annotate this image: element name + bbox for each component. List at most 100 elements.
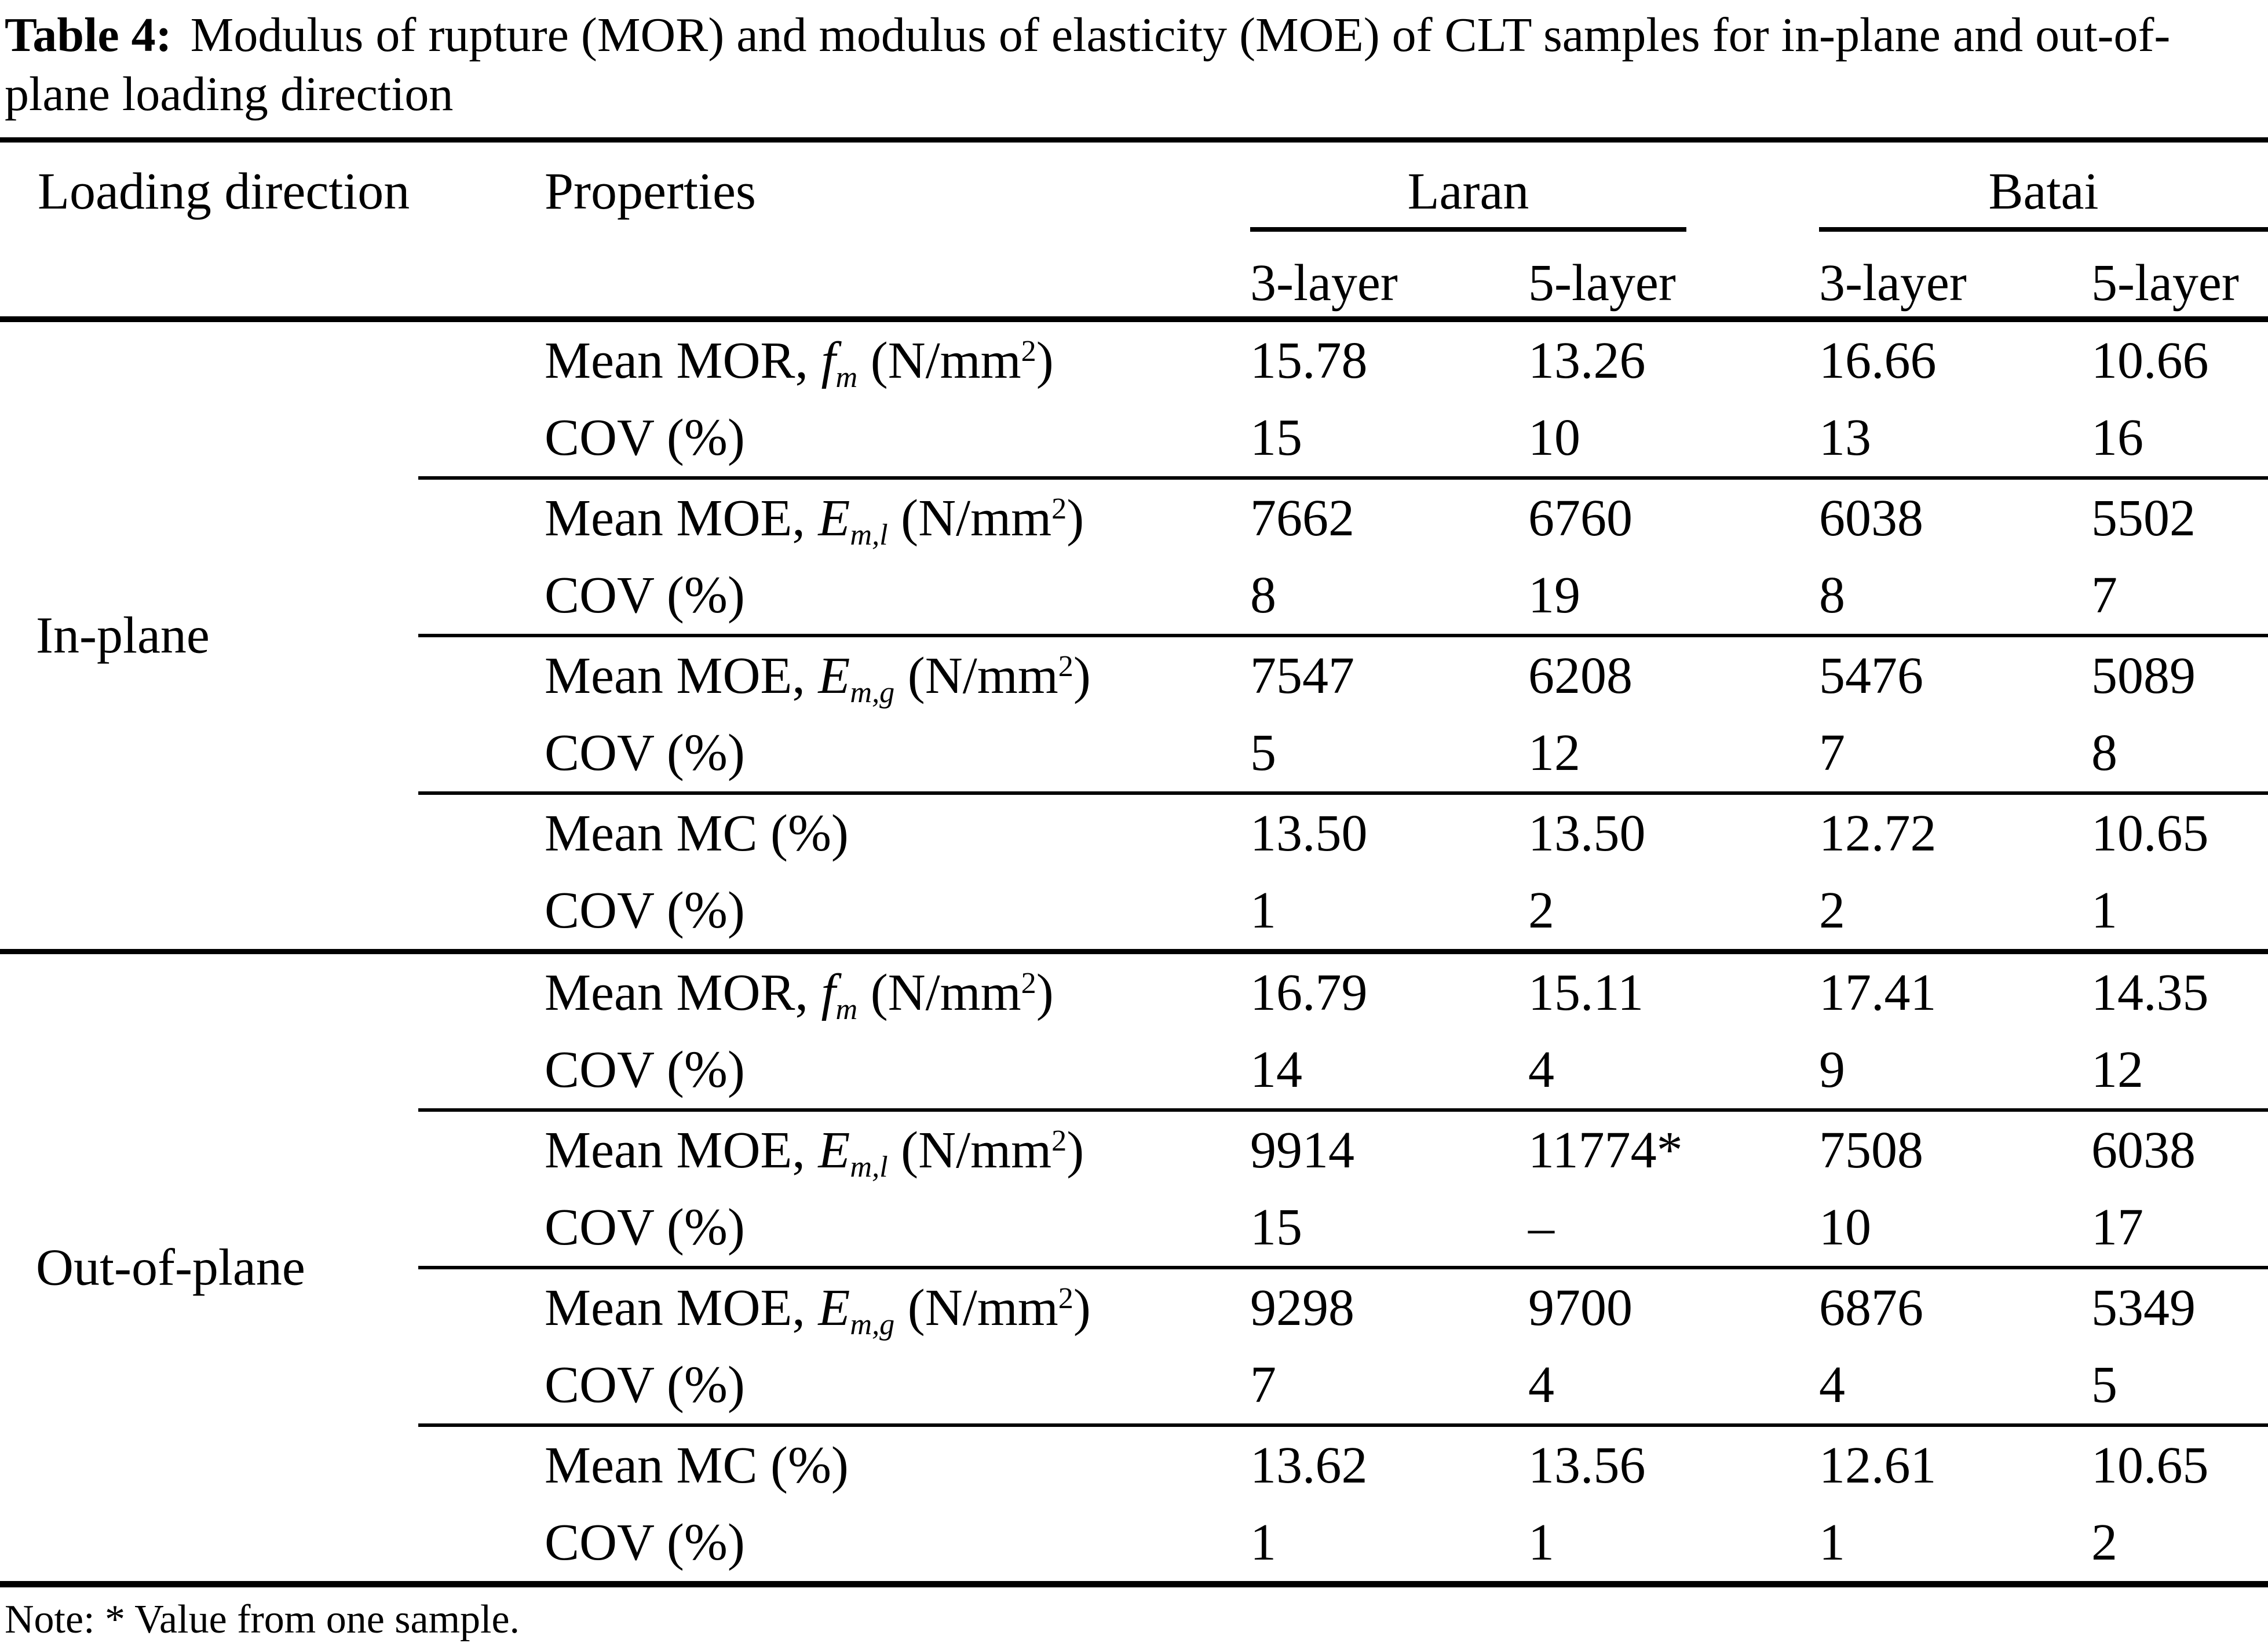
value-cell: 16.79 bbox=[1250, 963, 1368, 1021]
value-cell: 17.41 bbox=[1819, 963, 1937, 1021]
value-cell: 2 bbox=[1528, 881, 1554, 939]
section-in-plane: In-plane Mean MOR, fm (N/mm2) 15.78 13.2… bbox=[0, 322, 2268, 949]
value-cell: 6038 bbox=[1819, 489, 1923, 547]
property-label: Mean MOE, bbox=[545, 1121, 819, 1179]
value-cell: 5476 bbox=[1819, 647, 1923, 704]
layer-header: 3-layer bbox=[1819, 254, 1967, 312]
value-cell: 8 bbox=[1250, 566, 1276, 624]
value-cell: 1 bbox=[1250, 1513, 1276, 1571]
layer-header: 5-layer bbox=[2091, 254, 2239, 312]
property-symbol: E bbox=[818, 647, 850, 704]
value-cell: 15.78 bbox=[1250, 331, 1368, 389]
value-cell: 7 bbox=[1819, 724, 1845, 782]
table-row: COV (%) 14 4 9 12 bbox=[0, 1031, 2268, 1108]
property-label: COV (%) bbox=[545, 1040, 745, 1098]
header-row-groups: Loading direction Properties Laran Batai bbox=[0, 143, 2268, 232]
value-cell: 12 bbox=[1528, 724, 1580, 782]
value-cell: 7662 bbox=[1250, 489, 1354, 547]
property-cell: Mean MOE, Em,l (N/mm2) bbox=[418, 488, 1250, 552]
property-unit-open: (N/mm bbox=[857, 331, 1021, 389]
value-cell: 13.50 bbox=[1528, 804, 1646, 862]
table-row: Mean MC (%) 13.62 13.56 12.61 10.65 bbox=[0, 1427, 2268, 1504]
group-header-laran: Laran bbox=[1250, 143, 1686, 232]
table-row: COV (%) 1 1 1 2 bbox=[0, 1504, 2268, 1581]
property-subscript: m,l bbox=[850, 517, 888, 552]
property-unit-open: (N/mm bbox=[894, 1279, 1058, 1337]
table-caption-text: Modulus of rupture (MOR) and modulus of … bbox=[5, 8, 2171, 122]
property-label: Mean MOE, bbox=[545, 489, 819, 547]
value-cell: 5502 bbox=[2091, 489, 2196, 547]
property-cell: COV (%) bbox=[418, 881, 1250, 940]
property-label: COV (%) bbox=[545, 881, 745, 939]
value-cell: 5 bbox=[2091, 1356, 2117, 1414]
table-caption-label: Table 4: bbox=[5, 8, 172, 62]
value-cell: 17 bbox=[2091, 1198, 2143, 1256]
value-cell: 12 bbox=[2091, 1040, 2143, 1098]
property-superscript: 2 bbox=[1021, 334, 1036, 368]
property-cell: COV (%) bbox=[418, 1355, 1250, 1415]
value-cell: 7508 bbox=[1819, 1121, 1923, 1179]
property-cell: Mean MOE, Em,g (N/mm2) bbox=[418, 646, 1250, 709]
property-cell: COV (%) bbox=[418, 1040, 1250, 1100]
value-cell: 9914 bbox=[1250, 1121, 1354, 1179]
property-unit-open: (N/mm bbox=[857, 963, 1021, 1021]
value-cell: 15 bbox=[1250, 408, 1302, 466]
value-cell: 5 bbox=[1250, 724, 1276, 782]
row-separator-line bbox=[418, 1108, 2268, 1112]
table-row: Mean MOR, fm (N/mm2) 16.79 15.11 17.41 1… bbox=[0, 954, 2268, 1031]
table-row: COV (%) 15 – 10 17 bbox=[0, 1189, 2268, 1266]
table-row: COV (%) 5 12 7 8 bbox=[0, 714, 2268, 791]
value-cell: 9298 bbox=[1250, 1279, 1354, 1337]
table-header: Loading direction Properties Laran Batai… bbox=[0, 143, 2268, 322]
property-cell: COV (%) bbox=[418, 565, 1250, 625]
section-label: Out-of-plane bbox=[36, 1239, 305, 1297]
property-label: COV (%) bbox=[545, 1513, 745, 1571]
property-cell: COV (%) bbox=[418, 1197, 1250, 1257]
value-cell: 10.65 bbox=[2091, 804, 2209, 862]
property-label: Mean MOR, bbox=[545, 963, 821, 1021]
property-label: COV (%) bbox=[545, 724, 745, 782]
value-cell: 9 bbox=[1819, 1040, 1845, 1098]
property-symbol: E bbox=[818, 489, 850, 547]
section-rows: Mean MOR, fm (N/mm2) 16.79 15.11 17.41 1… bbox=[0, 954, 2268, 1581]
property-superscript: 2 bbox=[1051, 492, 1067, 526]
value-cell: 6876 bbox=[1819, 1279, 1923, 1337]
table-row: Mean MOR, fm (N/mm2) 15.78 13.26 16.66 1… bbox=[0, 322, 2268, 399]
property-label: COV (%) bbox=[545, 1356, 745, 1414]
value-cell: 16 bbox=[2091, 408, 2143, 466]
value-cell: 15 bbox=[1250, 1198, 1302, 1256]
header-loading-direction: Loading direction bbox=[38, 162, 410, 220]
property-superscript: 2 bbox=[1058, 649, 1073, 684]
value-cell: 1 bbox=[2091, 881, 2117, 939]
property-subscript: m,g bbox=[850, 675, 895, 709]
value-cell: 12.61 bbox=[1819, 1436, 1937, 1494]
value-cell: 10 bbox=[1819, 1198, 1871, 1256]
property-cell: Mean MC (%) bbox=[418, 1436, 1250, 1495]
property-label: Mean MOE, bbox=[545, 647, 819, 704]
header-properties: Properties bbox=[545, 162, 756, 220]
value-cell: 13.56 bbox=[1528, 1436, 1646, 1494]
value-cell: 12.72 bbox=[1819, 804, 1937, 862]
layer-header: 3-layer bbox=[1250, 254, 1398, 312]
property-label: COV (%) bbox=[545, 408, 745, 466]
value-cell: 4 bbox=[1819, 1356, 1845, 1414]
property-symbol: f bbox=[821, 331, 836, 389]
value-cell: 8 bbox=[2091, 724, 2117, 782]
data-table: Loading direction Properties Laran Batai… bbox=[0, 137, 2268, 1587]
value-cell: 13.26 bbox=[1528, 331, 1646, 389]
property-unit-open: (N/mm bbox=[894, 647, 1058, 704]
value-cell: 10 bbox=[1528, 408, 1580, 466]
header-empty-cell bbox=[0, 313, 418, 316]
value-cell: 13.50 bbox=[1250, 804, 1368, 862]
property-superscript: 2 bbox=[1021, 966, 1036, 1001]
value-cell: 11774* bbox=[1528, 1121, 1683, 1179]
header-empty-cell bbox=[418, 313, 1250, 316]
property-unit-open: (N/mm bbox=[888, 489, 1052, 547]
value-cell: 14.35 bbox=[2091, 963, 2209, 1021]
value-cell: 2 bbox=[2091, 1513, 2117, 1571]
row-separator-line bbox=[418, 1265, 2268, 1269]
value-cell: 8 bbox=[1819, 566, 1845, 624]
property-unit-close: ) bbox=[1073, 647, 1091, 704]
property-subscript: m bbox=[835, 992, 858, 1026]
value-cell: 1 bbox=[1528, 1513, 1554, 1571]
